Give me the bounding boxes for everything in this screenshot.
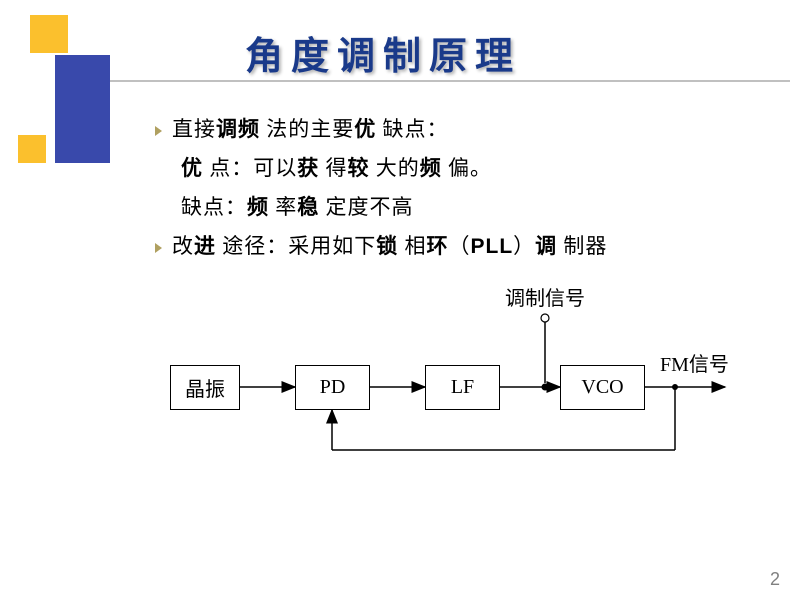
text-bold: 频 — [420, 157, 442, 180]
text: 点：可以 — [203, 156, 297, 180]
text-bold: 进 — [194, 235, 216, 258]
text-bold: 调频 — [216, 118, 260, 141]
content-area: 直接调频 法的主要优 缺点： 优 点：可以获 得较 大的频 偏。 缺点：频 率稳… — [155, 110, 775, 266]
text: 直接 — [172, 117, 216, 141]
text: 定度不高 — [319, 195, 413, 219]
decoration-yellow-1 — [30, 15, 68, 53]
text-bold: 较 — [348, 157, 370, 180]
title-underline — [110, 80, 790, 82]
output-label: FM信号 — [660, 348, 729, 377]
text: 大的 — [370, 156, 420, 180]
bullet-icon — [155, 126, 162, 136]
bullet-line-2: 优 点：可以获 得较 大的频 偏。 — [181, 149, 775, 188]
text: 改 — [172, 234, 194, 258]
text-bold: PLL — [471, 235, 514, 258]
text: （ — [449, 234, 471, 258]
text: 缺点： — [181, 195, 247, 219]
text: ） — [513, 234, 535, 258]
bullet-icon — [155, 243, 162, 253]
bullet-line-1: 直接调频 法的主要优 缺点： — [155, 110, 775, 149]
text: 制器 — [557, 234, 607, 258]
page-number: 2 — [770, 569, 780, 590]
text-bold: 环 — [427, 235, 449, 258]
decoration-yellow-2 — [18, 135, 46, 163]
node-pd: PD — [295, 365, 370, 410]
text: 得 — [319, 156, 347, 180]
text-bold: 调 — [535, 235, 557, 258]
text-bold: 优 — [181, 157, 203, 180]
slide-title: 角度调制原理 — [245, 25, 521, 80]
bullet-line-3: 缺点：频 率稳 定度不高 — [181, 188, 775, 227]
text: 偏。 — [442, 156, 492, 180]
text-bold: 优 — [354, 118, 376, 141]
text: 率 — [269, 195, 297, 219]
node-lf: LF — [425, 365, 500, 410]
text-bold: 获 — [297, 157, 319, 180]
text-bold: 频 — [247, 196, 269, 219]
text: 缺点： — [376, 117, 448, 141]
decoration-blue — [55, 55, 110, 163]
bullet-line-4: 改进 途径：采用如下锁 相环（PLL）调 制器 — [155, 227, 775, 266]
text: 法的主要 — [260, 117, 354, 141]
node-vco: VCO — [560, 365, 645, 410]
node-xtal: 晶振 — [170, 365, 240, 410]
text: 途径：采用如下 — [216, 234, 376, 258]
pll-diagram: 调制信号 FM信号 晶振PDLFVCO — [150, 300, 750, 500]
text-bold: 锁 — [376, 235, 398, 258]
mod-signal-label: 调制信号 — [505, 282, 585, 311]
text-bold: 稳 — [297, 196, 319, 219]
text: 相 — [398, 234, 426, 258]
